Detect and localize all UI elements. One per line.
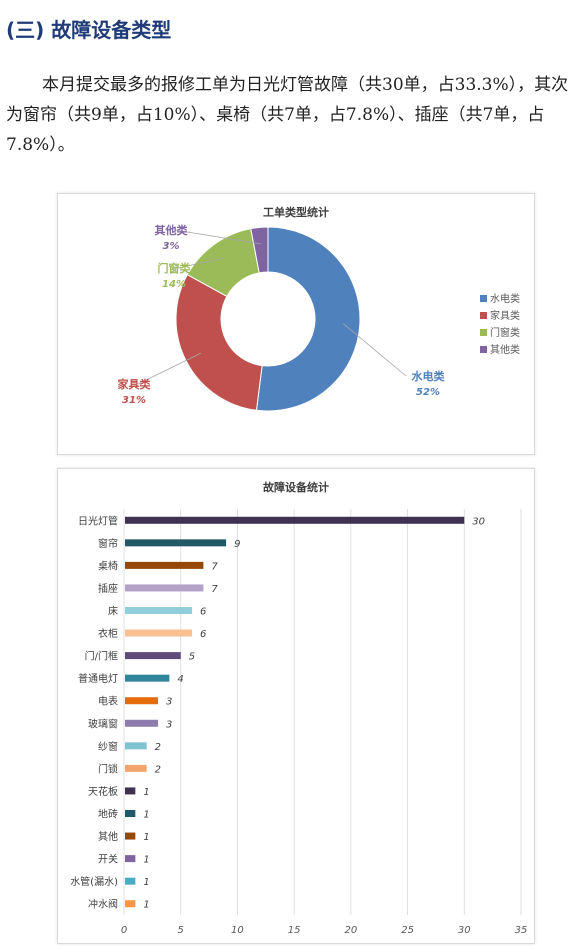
bar [125, 877, 136, 885]
pie-leader-3 [174, 229, 261, 245]
bar-value-label: 5 [189, 652, 195, 663]
pie-leader-1 [137, 352, 201, 385]
bar-chart-card: 故障设备统计 日光灯管窗帘桌椅插座床衣柜门/门框普通电灯电表玻璃窗纱窗门锁天花板… [57, 468, 535, 944]
bar [125, 787, 136, 795]
bar-value-label: 9 [234, 539, 240, 550]
pie-slice-0 [255, 226, 361, 412]
bar-value-label: 2 [155, 742, 161, 753]
bar [125, 561, 204, 569]
bar-chart: 故障设备统计 日光灯管窗帘桌椅插座床衣柜门/门框普通电灯电表玻璃窗纱窗门锁天花板… [70, 480, 528, 936]
section-heading: (三) 故障设备类型 [6, 18, 172, 42]
bar [125, 539, 227, 547]
bar-value-label: 2 [155, 764, 161, 775]
bar-category-label: 普通电灯 [78, 672, 118, 685]
bar-category-label: 门/门框 [85, 650, 118, 663]
bar-value-label: 30 [472, 516, 485, 527]
pie-leader-0 [343, 323, 407, 377]
legend-label-2: 门窗类 [490, 326, 520, 339]
bar-category-label: 纱窗 [98, 740, 118, 753]
bar-category-label: 玻璃窗 [88, 717, 118, 730]
bar [125, 764, 147, 772]
pie-value-label-2: 14% [162, 279, 186, 290]
bar-category-label: 门锁 [98, 762, 118, 775]
bar-value-label: 1 [143, 855, 149, 866]
bar-category-label: 电表 [98, 695, 118, 708]
x-tick-label: 5 [178, 925, 184, 936]
x-tick-label: 15 [288, 925, 301, 936]
x-tick-label: 25 [401, 925, 414, 936]
pie-label-1: 家具类 [118, 377, 152, 391]
legend-swatch-0 [480, 295, 487, 302]
bar-category-label: 天花板 [88, 785, 118, 798]
bar-value-label: 1 [143, 810, 149, 821]
bar-category-label: 桌椅 [98, 559, 118, 572]
bar [125, 516, 465, 524]
x-tick-label: 30 [458, 925, 471, 936]
bar-category-label: 插座 [98, 582, 118, 595]
bar-category-label: 其他 [98, 830, 118, 843]
pie-chart-card: 工单类型统计 水电类 52% 家具类 31% 门窗类 14% 其他类 3% 水电类 家具类 门窗类… [57, 193, 535, 455]
bar-category-label: 地砖 [98, 808, 118, 821]
x-tick-label: 0 [121, 925, 127, 936]
bar-value-label: 7 [211, 561, 218, 572]
bar-value-label: 4 [177, 674, 183, 685]
pie-value-label-3: 3% [163, 241, 180, 252]
bar [125, 855, 136, 863]
pie-leader-2 [177, 257, 224, 269]
bar-category-label: 日光灯管 [78, 514, 118, 527]
pie-label-3: 其他类 [155, 223, 189, 237]
bar [125, 719, 159, 727]
bar-category-label: 冲水阀 [88, 898, 118, 911]
bar [125, 607, 193, 614]
x-tick-label: 20 [344, 925, 357, 936]
bar [125, 674, 170, 682]
pie-label-0: 水电类 [412, 369, 446, 383]
bar-value-label: 3 [166, 719, 172, 730]
bar-value-label: 1 [143, 900, 149, 911]
summary-paragraph: 本月提交最多的报修工单为日光灯管故障（共30单，占33.3%），其次为窗帘（共9… [6, 75, 569, 155]
bar [125, 697, 159, 705]
bar-value-label: 6 [200, 629, 206, 640]
bar [125, 832, 136, 840]
pie-slice-3 [250, 226, 269, 274]
pie-value-label-0: 52% [416, 387, 440, 398]
bar [125, 584, 204, 592]
x-tick-label: 35 [515, 925, 528, 936]
pie-slice-1 [175, 273, 263, 411]
pie-label-2: 门窗类 [158, 261, 192, 275]
bar [125, 652, 181, 660]
bar [125, 810, 136, 817]
bar-value-label: 6 [200, 607, 206, 618]
bar-value-label: 3 [166, 697, 172, 708]
bar-chart-title: 故障设备统计 [263, 480, 329, 494]
legend-label-1: 家具类 [490, 309, 520, 322]
bar-value-label: 1 [143, 832, 149, 843]
bar [125, 629, 193, 637]
pie-value-label-1: 31% [122, 395, 146, 406]
bar-category-label: 窗帘 [98, 537, 118, 550]
legend-swatch-3 [480, 346, 487, 353]
x-tick-label: 10 [231, 925, 244, 936]
bar-category-label: 床 [108, 605, 118, 618]
legend-label-3: 其他类 [490, 343, 520, 356]
bar [125, 900, 136, 908]
pie-chart-title: 工单类型统计 [263, 205, 329, 219]
bar-value-label: 1 [143, 877, 149, 888]
bar-category-label: 衣柜 [98, 627, 118, 640]
legend-label-0: 水电类 [490, 292, 520, 305]
bar [125, 742, 147, 750]
legend-swatch-2 [480, 329, 487, 336]
bar-category-label: 水管(漏水) [70, 875, 118, 888]
legend-swatch-1 [480, 312, 487, 319]
bar-value-label: 7 [211, 584, 218, 595]
bar-value-label: 1 [143, 787, 149, 798]
bar-category-label: 开关 [98, 853, 118, 866]
